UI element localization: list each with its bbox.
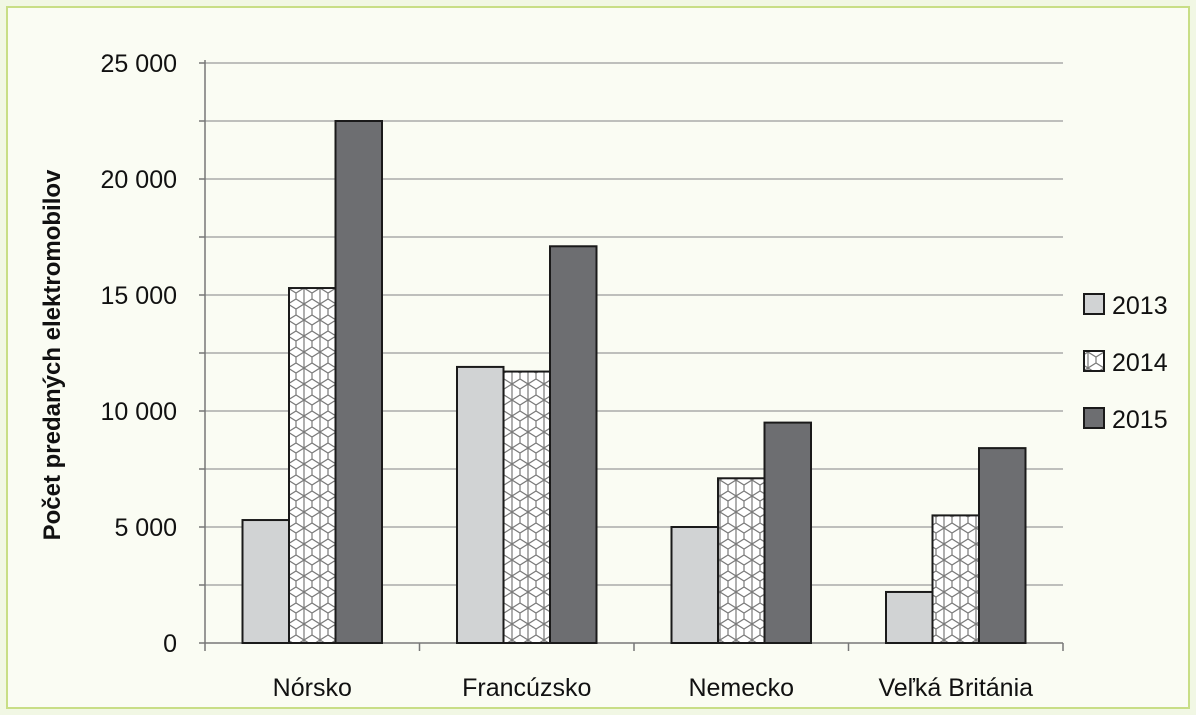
category-label: Veľká Británia (878, 674, 1033, 702)
y-tick-label: 20 000 (101, 166, 177, 194)
y-tick-label: 15 000 (101, 282, 177, 310)
legend-swatch-2014 (1083, 350, 1105, 372)
y-tick-label: 25 000 (101, 50, 177, 78)
bar-2015-3 (978, 447, 1027, 644)
y-tick-label: 5 000 (114, 514, 177, 542)
bars (241, 120, 1027, 645)
bar-2014-2 (717, 477, 766, 644)
bar-2013-1 (456, 365, 505, 644)
bar-2014-1 (502, 370, 551, 644)
bar-2013-0 (241, 519, 290, 644)
y-tick-labels: 0 5 000 10 000 15 000 20 000 25 000 (101, 50, 177, 658)
bar-2015-2 (763, 421, 812, 644)
legend: 2013 2014 2015 (1083, 292, 1168, 434)
bar-2013-3 (885, 590, 934, 645)
category-labels: Nórsko Francúzsko Nemecko Veľká Británia (273, 674, 1033, 702)
legend-label-2015: 2015 (1112, 406, 1168, 434)
y-axis-label: Počet predaných elektromobilov (39, 169, 66, 540)
bar-2015-1 (549, 245, 598, 644)
category-label: Nemecko (688, 674, 794, 702)
category-label: Nórsko (273, 674, 352, 702)
bar-2014-0 (288, 287, 337, 644)
bar-2013-2 (670, 526, 719, 644)
legend-label-2013: 2013 (1112, 292, 1168, 320)
legend-label-2014: 2014 (1112, 349, 1168, 377)
bar-2014-3 (931, 514, 980, 645)
y-tick-label: 0 (163, 630, 177, 658)
category-label: Francúzsko (462, 674, 591, 702)
y-tick-label: 10 000 (101, 398, 177, 426)
legend-swatch-2013 (1083, 293, 1105, 315)
bar-2015-0 (334, 120, 383, 644)
legend-swatch-2015 (1083, 407, 1105, 429)
